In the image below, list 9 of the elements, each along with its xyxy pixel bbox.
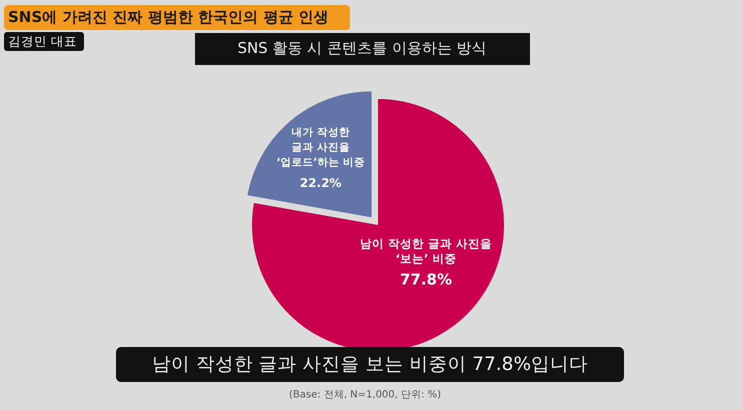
chart-title: SNS 활동 시 콘텐츠를 이용하는 방식 [237, 39, 487, 58]
text: 김경민 대표 [8, 33, 77, 48]
text: SNS에 가려진 진짜 평범한 한국인의 평균 인생 [8, 8, 328, 26]
slice-label: 내가 작성한 글과 사진을 ‘업로드’하는 비중 [276, 126, 365, 169]
text: 남이 작성한 글과 사진을 보는 비중이 77.8%입니다 [152, 354, 588, 376]
data-label: 77.8% [400, 270, 452, 289]
slice-label: 남이 작성한 글과 사진을 ‘보는’ 비중 [360, 236, 492, 266]
text: (Base: 전체, N=1,000, 단위: %) [289, 390, 442, 401]
data-label: 22.2% [300, 176, 342, 190]
